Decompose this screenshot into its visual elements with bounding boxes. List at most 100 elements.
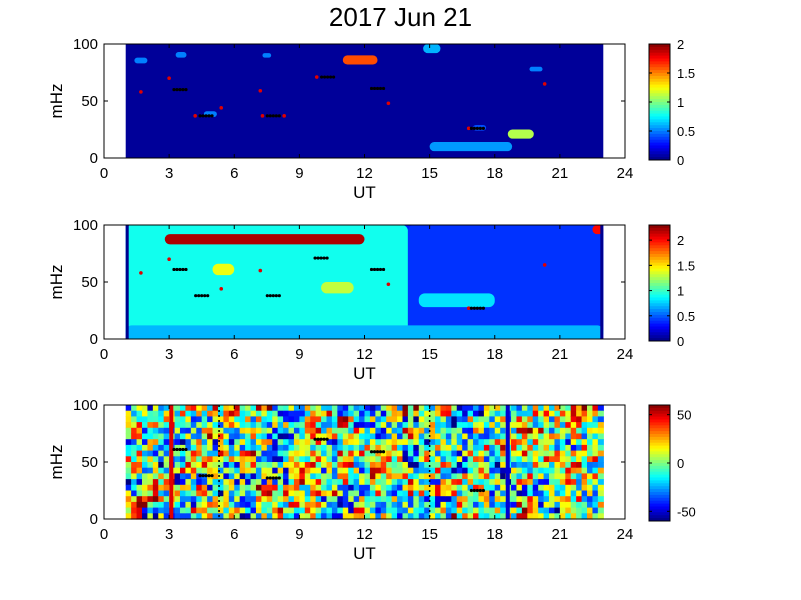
bottom-heatmap-cell xyxy=(201,427,208,435)
bottom-heatmap-cell xyxy=(413,496,420,503)
bottom-heatmap-cell xyxy=(549,473,556,480)
bottom-heatmap-cell xyxy=(174,490,181,497)
bottom-heatmap-cell xyxy=(245,484,252,492)
bottom-heatmap-cell xyxy=(576,484,583,492)
bottom-heatmap-cell xyxy=(435,490,442,497)
bottom-colorbar-segment xyxy=(649,439,670,444)
bottom-heatmap-cell xyxy=(483,405,490,412)
bottom-heatmap-cell xyxy=(163,422,170,429)
bottom-heatmap-cell xyxy=(337,479,344,486)
bottom-heatmap-cell xyxy=(299,422,306,429)
bottom-heatmap-cell xyxy=(348,427,355,435)
bottom-heatmap-cell xyxy=(538,456,545,463)
bottom-heatmap-cell xyxy=(478,450,485,457)
middle-colorbar-segment xyxy=(649,233,670,238)
bottom-heatmap-cell xyxy=(549,513,556,520)
bottom-heatmap-cell xyxy=(429,513,436,520)
bottom-heatmap-cell xyxy=(239,484,246,492)
bottom-heatmap-cell xyxy=(337,496,344,503)
bottom-heatmap-cell xyxy=(494,473,501,480)
middle-marker xyxy=(139,271,143,275)
bottom-heatmap-cell xyxy=(196,433,203,440)
bottom-heatmap-cell xyxy=(462,484,469,492)
bottom-heatmap-cell xyxy=(310,427,317,435)
bottom-heatmap-cell xyxy=(141,427,149,435)
bottom-heatmap-cell xyxy=(321,422,328,429)
middle-heatmap-feature xyxy=(418,293,495,308)
bottom-heatmap-cell xyxy=(462,456,469,463)
bottom-heatmap-cell xyxy=(532,422,539,429)
bottom-heatmap-cell xyxy=(549,416,556,423)
bottom-heatmap-cell xyxy=(288,405,295,412)
bottom-heatmap-cell xyxy=(597,473,604,480)
bottom-heatmap-cell xyxy=(310,467,317,474)
bottom-heatmap-cell xyxy=(228,501,235,509)
bottom-heatmap-cell xyxy=(581,444,588,452)
bottom-heatmap-cell xyxy=(125,439,132,446)
bottom-heatmap-cell xyxy=(489,507,496,514)
bottom-heatmap-cell xyxy=(521,450,528,457)
bottom-heatmap-cell xyxy=(489,450,496,457)
bottom-heatmap-cell xyxy=(380,422,387,429)
bottom-heatmap-cell xyxy=(136,456,143,463)
bottom-heatmap-cell xyxy=(304,427,311,435)
bottom-heatmap-cell xyxy=(375,467,382,474)
bottom-heatmap-cell xyxy=(467,410,474,417)
top-colorbar-segment xyxy=(649,145,670,149)
bottom-heatmap-cell xyxy=(245,490,252,497)
bottom-heatmap-cell xyxy=(587,422,594,429)
bottom-heatmap-cell xyxy=(331,427,338,435)
bottom-heatmap-cell xyxy=(467,444,474,452)
bottom-heatmap-cell xyxy=(397,501,404,509)
bottom-heatmap-cell xyxy=(228,479,235,486)
bottom-heatmap-cell xyxy=(554,462,561,469)
bottom-heatmap-cell xyxy=(413,507,420,514)
bottom-heatmap-cell xyxy=(185,473,192,480)
bottom-heatmap-cell xyxy=(152,462,159,469)
bottom-heatmap-cell xyxy=(386,439,393,446)
bottom-heatmap-cell xyxy=(543,456,550,463)
bottom-heatmap-cell xyxy=(413,490,420,497)
bottom-heatmap-cell xyxy=(375,490,382,497)
bottom-heatmap-cell xyxy=(576,410,583,417)
bottom-heatmap-cell xyxy=(473,456,480,463)
bottom-heatmap-cell xyxy=(131,501,138,509)
bottom-heatmap-cell xyxy=(375,462,382,469)
bottom-heatmap-cell xyxy=(353,513,360,520)
bottom-heatmap-cell xyxy=(435,467,442,474)
bottom-heatmap-cell xyxy=(196,490,203,497)
bottom-heatmap-cell xyxy=(391,501,398,509)
bottom-heatmap-cell xyxy=(532,507,539,514)
bottom-heatmap-cell xyxy=(521,439,528,446)
bottom-heatmap-cell xyxy=(435,433,442,440)
bottom-heatmap-cell xyxy=(587,513,594,520)
top-colorbar-segment xyxy=(649,154,670,158)
bottom-heatmap-cell xyxy=(245,450,252,457)
bottom-heatmap-cell xyxy=(527,422,534,429)
bottom-heatmap-cell xyxy=(245,507,252,514)
bottom-heatmap-cell xyxy=(141,405,149,412)
bottom-heatmap-cell xyxy=(348,410,355,417)
bottom-heatmap-cell xyxy=(462,433,469,440)
bottom-heatmap-cell xyxy=(359,422,366,429)
bottom-heatmap-cell xyxy=(353,507,360,514)
bottom-heatmap-cell xyxy=(212,422,219,429)
bottom-heatmap-cell xyxy=(277,467,284,474)
bottom-heatmap-cell xyxy=(152,473,159,480)
bottom-heatmap-cell xyxy=(310,473,317,480)
bottom-heatmap-cell xyxy=(451,473,458,480)
bottom-heatmap-cell xyxy=(576,444,583,452)
bottom-heatmap-cell xyxy=(125,416,132,423)
bottom-heatmap-cell xyxy=(521,422,528,429)
bottom-heatmap-cell xyxy=(402,450,409,457)
bottom-heatmap-cell xyxy=(152,422,159,429)
bottom-heatmap-cell xyxy=(478,467,485,474)
bottom-heatmap-cell xyxy=(500,450,507,457)
bottom-heatmap-cell xyxy=(559,496,566,503)
bottom-heatmap-cell xyxy=(532,462,539,469)
middle-heatmap-feature xyxy=(321,282,354,294)
bottom-heatmap-cell xyxy=(451,416,458,423)
bottom-heatmap-cell xyxy=(201,484,208,492)
bottom-heatmap-cell xyxy=(207,456,214,463)
